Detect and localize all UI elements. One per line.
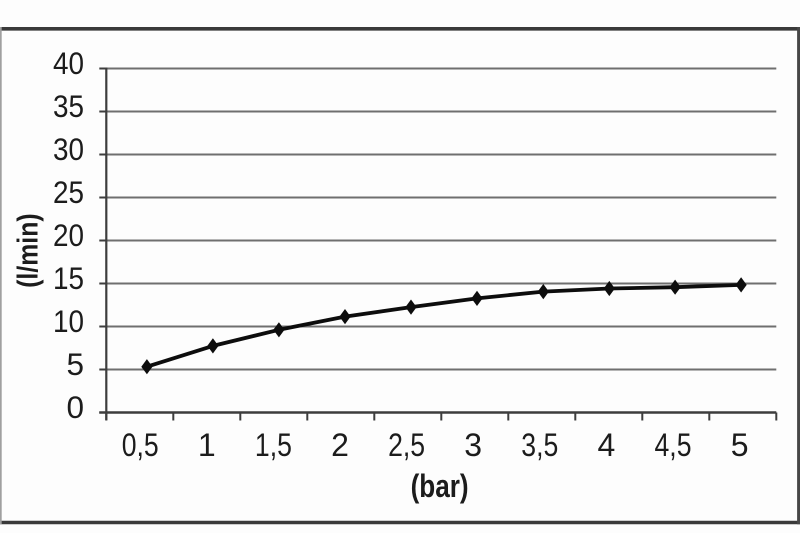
svg-text:1,5: 1,5 [255,427,292,463]
svg-text:3: 3 [464,427,482,463]
svg-text:1: 1 [198,427,216,463]
svg-text:15: 15 [53,260,84,296]
svg-text:35: 35 [53,88,84,124]
svg-text:10: 10 [53,303,84,339]
svg-text:2,5: 2,5 [388,427,425,463]
svg-text:20: 20 [53,217,84,253]
svg-text:2: 2 [331,427,349,463]
svg-text:(l/min): (l/min) [12,213,44,288]
svg-text:40: 40 [53,45,84,81]
svg-text:5: 5 [731,427,749,463]
svg-text:4,5: 4,5 [655,427,692,463]
svg-text:(bar): (bar) [411,468,469,504]
svg-text:0,5: 0,5 [122,427,159,463]
svg-text:0: 0 [66,389,84,425]
svg-text:5: 5 [66,346,84,382]
svg-text:30: 30 [53,131,84,167]
svg-text:25: 25 [53,174,84,210]
svg-text:4: 4 [598,427,616,463]
svg-text:3,5: 3,5 [521,427,558,463]
